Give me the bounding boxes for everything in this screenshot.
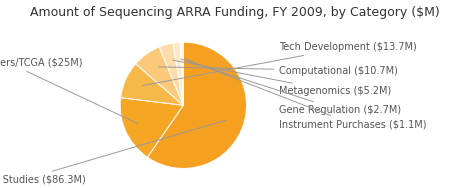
- Text: Metagenomics ($5.2M): Metagenomics ($5.2M): [173, 60, 392, 96]
- Text: Disease Studies ($86.3M): Disease Studies ($86.3M): [0, 120, 226, 185]
- Text: Genome Centers/TCGA ($25M): Genome Centers/TCGA ($25M): [0, 57, 138, 124]
- Text: Amount of Sequencing ARRA Funding, FY 2009, by Category ($M): Amount of Sequencing ARRA Funding, FY 20…: [30, 6, 440, 19]
- Text: Gene Regulation ($2.7M): Gene Regulation ($2.7M): [181, 59, 401, 115]
- Wedge shape: [147, 42, 246, 168]
- Wedge shape: [136, 47, 183, 105]
- Wedge shape: [173, 42, 183, 105]
- Wedge shape: [180, 42, 183, 105]
- Wedge shape: [159, 43, 183, 105]
- Wedge shape: [121, 64, 183, 105]
- Text: Tech Development ($13.7M): Tech Development ($13.7M): [143, 42, 417, 86]
- Wedge shape: [120, 98, 183, 157]
- Text: Instrument Purchases ($1.1M): Instrument Purchases ($1.1M): [185, 59, 427, 129]
- Text: Computational ($10.7M): Computational ($10.7M): [158, 66, 398, 76]
